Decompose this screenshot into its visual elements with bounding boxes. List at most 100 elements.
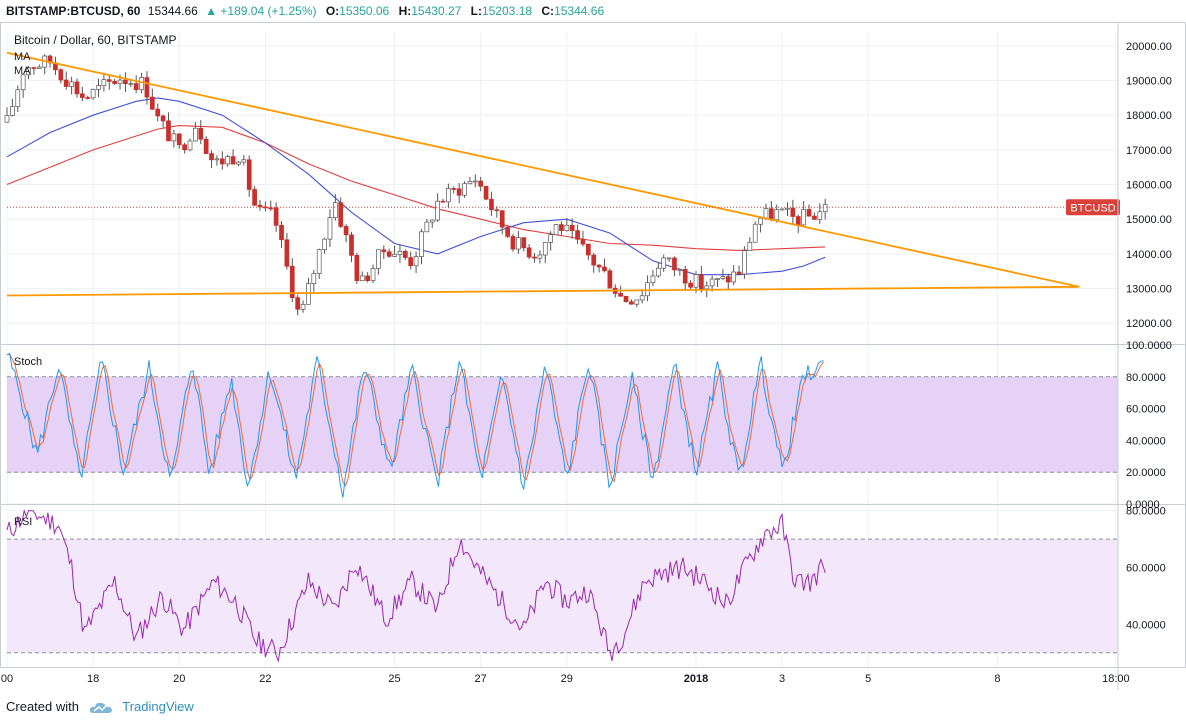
candle	[279, 221, 284, 248]
y-tick-label: 16000.00	[1126, 180, 1172, 192]
candle	[392, 245, 397, 258]
candle-body	[273, 207, 279, 226]
candle	[214, 155, 220, 166]
candle-body	[467, 181, 473, 185]
candle-body	[682, 269, 688, 284]
y-tick-label: 60.0000	[1126, 404, 1166, 416]
candle	[655, 261, 661, 278]
candle	[752, 221, 758, 243]
x-tick-label: 20	[173, 673, 185, 685]
candle-body	[101, 79, 107, 87]
candle	[10, 98, 15, 117]
candle	[268, 200, 274, 212]
rsi-line	[6, 508, 826, 663]
candle	[575, 224, 580, 244]
y-tick-label: 15000.00	[1126, 214, 1172, 226]
candle	[236, 160, 241, 167]
candle-body	[69, 81, 74, 87]
candle	[429, 219, 435, 228]
candle	[63, 71, 69, 90]
candle	[4, 107, 10, 123]
candle	[715, 278, 720, 288]
candle-body	[715, 278, 720, 280]
candle	[623, 295, 629, 303]
candle-body	[559, 224, 564, 231]
created-with-text: Created with	[6, 699, 79, 714]
ma-label-2: MA	[14, 65, 31, 77]
candle-body	[117, 79, 123, 84]
candle	[542, 242, 548, 264]
price-tag-label: BTCUSD	[1070, 202, 1115, 214]
candle-body	[236, 161, 241, 165]
x-tick-label: 27	[475, 673, 487, 685]
candle-body	[128, 83, 134, 85]
candle-body	[74, 81, 80, 95]
x-tick-label: 3	[779, 673, 785, 685]
candle	[569, 218, 575, 239]
candle	[370, 264, 376, 284]
candle-body	[10, 106, 15, 116]
candle-body	[596, 264, 602, 268]
candle	[747, 237, 753, 252]
candle-body	[677, 269, 683, 271]
candle	[456, 183, 462, 204]
candle	[300, 300, 306, 313]
tradingview-brand[interactable]: TradingView	[122, 699, 194, 714]
candle-body	[435, 200, 440, 221]
candle	[548, 231, 554, 251]
overbought-oversold-band	[7, 376, 1118, 473]
candle	[537, 250, 543, 264]
ma-red-line	[6, 125, 826, 251]
candle-body	[155, 108, 161, 117]
candle	[564, 218, 570, 232]
candle-body	[85, 97, 91, 99]
candle-body	[553, 224, 559, 236]
x-tick-label: 8	[994, 673, 1000, 685]
candle-body	[693, 274, 699, 288]
candle	[596, 264, 602, 273]
stoch-k-line	[6, 352, 824, 498]
candle	[69, 76, 74, 95]
open-label: O:	[325, 4, 340, 18]
y-tick-label: 80.0000	[1126, 506, 1166, 518]
candle	[505, 225, 510, 239]
candle	[672, 256, 677, 277]
candle	[295, 294, 301, 316]
candle	[650, 269, 656, 287]
ma-blue-line	[6, 97, 826, 276]
candle-body	[769, 208, 774, 221]
candle-body	[569, 224, 575, 231]
candle	[106, 75, 112, 90]
candle	[580, 230, 586, 247]
candle-body	[645, 282, 650, 297]
candle-body	[537, 254, 543, 259]
candle-body	[123, 79, 128, 85]
candle-body	[580, 238, 586, 245]
stoch-d-line	[6, 353, 824, 487]
candle	[812, 212, 817, 220]
candle	[376, 249, 381, 275]
last-price: 15344.66	[147, 4, 198, 18]
candle-body	[4, 115, 10, 123]
candle-body	[241, 159, 247, 163]
candle-body	[736, 271, 742, 275]
candle	[273, 202, 279, 232]
candle	[166, 112, 171, 142]
candle	[327, 209, 333, 248]
x-tick-label: 18	[87, 673, 99, 685]
candle	[123, 72, 128, 93]
candle	[526, 244, 532, 260]
candle-body	[80, 93, 85, 98]
candle	[133, 75, 139, 94]
candle-body	[338, 202, 344, 227]
chart-area[interactable]: BTCUSD 00 18 20 22 25 27 29 2018 3 5 8 18:00 20000.0…	[0, 22, 1186, 690]
candle-body	[63, 79, 69, 87]
open-value: 15350.06	[339, 4, 390, 18]
candle-body	[699, 274, 704, 290]
candle	[462, 181, 467, 198]
candle	[629, 299, 634, 305]
candle-body	[176, 133, 182, 146]
candle-body	[268, 207, 274, 210]
candle-body	[429, 219, 435, 223]
symbol-label[interactable]: BITSTAMP:BTCUSD, 60	[6, 4, 141, 18]
